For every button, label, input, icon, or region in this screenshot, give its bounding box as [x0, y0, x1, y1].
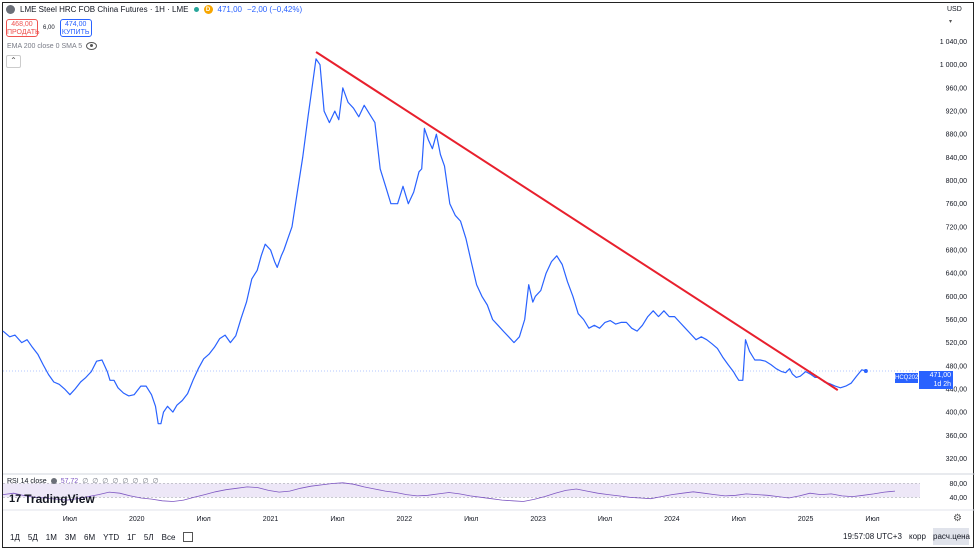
- x-tick-label: Июл: [197, 516, 211, 523]
- indicator-label: EMA 200 close 0 SMA 5: [7, 42, 83, 50]
- buy-label: КУПИТЬ: [61, 29, 90, 36]
- sell-label: ПРОДАТЬ: [7, 29, 40, 36]
- range-all[interactable]: Все: [161, 532, 176, 542]
- range-3m[interactable]: 3М: [64, 532, 76, 542]
- rsi-empty-values: ∅ ∅ ∅ ∅ ∅ ∅ ∅ ∅: [82, 478, 160, 485]
- y-tick-label: 800,00: [946, 178, 968, 185]
- range-5d[interactable]: 5Д: [27, 532, 38, 542]
- x-tick-label: Июл: [464, 516, 478, 523]
- range-6m[interactable]: 6М: [84, 532, 96, 542]
- y-tick-label: 920,00: [946, 109, 968, 116]
- rsi-tick-label: 40,00: [949, 495, 967, 502]
- x-tick-label: Июл: [330, 516, 344, 523]
- x-tick-label: Июл: [598, 516, 612, 523]
- eye-icon[interactable]: [86, 42, 98, 50]
- delayed-badge: D: [203, 5, 213, 14]
- price-series-line: [2, 58, 867, 425]
- rsi-value: 57,72: [60, 477, 79, 485]
- y-tick-label: 960,00: [946, 85, 968, 92]
- x-tick-label: 2025: [798, 516, 814, 523]
- symbol-logo-icon: [6, 5, 15, 14]
- range-ytd[interactable]: YTD: [103, 532, 120, 542]
- chevron-down-icon[interactable]: ▾: [949, 19, 953, 25]
- tradingview-logo[interactable]: 17 TradingView: [9, 492, 95, 506]
- y-tick-label: 560,00: [946, 317, 968, 324]
- symbol-price-tag: HCQ2025: [895, 373, 922, 383]
- sell-button[interactable]: 468,00 ПРОДАТЬ: [6, 19, 40, 37]
- last-price-point: [863, 369, 868, 373]
- rsi-tick-label: 80,00: [949, 481, 967, 488]
- trendline: [315, 51, 839, 391]
- y-tick-label: 360,00: [946, 433, 968, 440]
- buy-price: 474,00: [64, 21, 87, 28]
- tradingview-logo-mark: 17: [9, 493, 22, 505]
- x-tick-label: Июл: [865, 516, 879, 523]
- gear-icon[interactable]: ⚙: [953, 513, 962, 524]
- x-tick-label: 2023: [530, 516, 546, 523]
- rsi-legend[interactable]: RSI 14 close 57,72 ∅ ∅ ∅ ∅ ∅ ∅ ∅ ∅: [7, 477, 160, 486]
- bottom-toolbar: 1Д 5Д 1М 3М 6М YTD 1Г 5Л Все 19:57:08 UT…: [3, 527, 971, 547]
- y-tick-label: 640,00: [946, 271, 968, 278]
- rsi-band: [3, 483, 920, 498]
- y-tick-label: 760,00: [946, 201, 968, 208]
- trade-buttons: 468,00 ПРОДАТЬ 6,00 474,00 КУПИТЬ: [6, 19, 92, 37]
- y-tick-label: 440,00: [946, 386, 968, 393]
- y-tick-label: 480,00: [946, 363, 968, 370]
- x-tick-label: 2024: [664, 516, 680, 523]
- symbol-title[interactable]: LME Steel HRC FOB China Futures · 1H · L…: [20, 5, 189, 14]
- settlement-price-button[interactable]: расч.цена: [933, 528, 970, 545]
- adjust-button[interactable]: корр: [909, 532, 926, 541]
- buy-button[interactable]: 474,00 КУПИТЬ: [59, 19, 92, 37]
- y-tick-label: 400,00: [946, 410, 968, 417]
- current-price-tag: 471,00 1d 2h: [919, 371, 953, 389]
- currency-label[interactable]: USD: [947, 6, 962, 13]
- last-price: 471,00: [217, 5, 242, 14]
- y-tick-label: 720,00: [946, 224, 968, 231]
- range-5y[interactable]: 5Л: [143, 532, 154, 542]
- x-tick-label: 2020: [129, 516, 145, 523]
- current-price-value: 471,00: [929, 372, 951, 379]
- x-tick-label: 2022: [397, 516, 413, 523]
- y-tick-label: 680,00: [946, 248, 968, 255]
- indicator-legend[interactable]: EMA 200 close 0 SMA 5: [7, 42, 98, 50]
- spread-value: 6,00: [43, 25, 55, 31]
- clock-readout[interactable]: 19:57:08 UTC+3: [843, 532, 902, 541]
- y-tick-label: 520,00: [946, 340, 968, 347]
- y-tick-label: 1 000,00: [940, 62, 967, 69]
- collapse-legend-button[interactable]: ⌃: [6, 55, 21, 68]
- x-tick-label: 2021: [263, 516, 279, 523]
- calendar-icon[interactable]: [183, 532, 194, 542]
- y-tick-label: 880,00: [946, 132, 968, 139]
- symbol-header[interactable]: LME Steel HRC FOB China Futures · 1H · L…: [6, 5, 302, 14]
- rsi-source-icon: [50, 478, 57, 484]
- range-1m[interactable]: 1М: [45, 532, 57, 542]
- x-tick-label: Июл: [732, 516, 746, 523]
- y-tick-label: 1 040,00: [940, 39, 967, 46]
- chevron-up-icon: ⌃: [10, 56, 17, 65]
- range-1y[interactable]: 1Г: [127, 532, 136, 542]
- rsi-line: [2, 482, 896, 502]
- y-tick-label: 320,00: [946, 456, 968, 463]
- bar-countdown: 1d 2h: [933, 381, 951, 388]
- market-status-icon: [193, 7, 199, 12]
- tradingview-logo-text: TradingView: [24, 492, 95, 506]
- y-tick-label: 840,00: [946, 155, 968, 162]
- range-1d[interactable]: 1Д: [10, 532, 20, 542]
- price-change: −2,00 (−0,42%): [246, 5, 303, 14]
- rsi-label: RSI 14 close: [7, 477, 47, 485]
- x-tick-label: Июл: [63, 516, 77, 523]
- y-tick-label: 600,00: [946, 294, 968, 301]
- sell-price: 468,00: [11, 21, 33, 28]
